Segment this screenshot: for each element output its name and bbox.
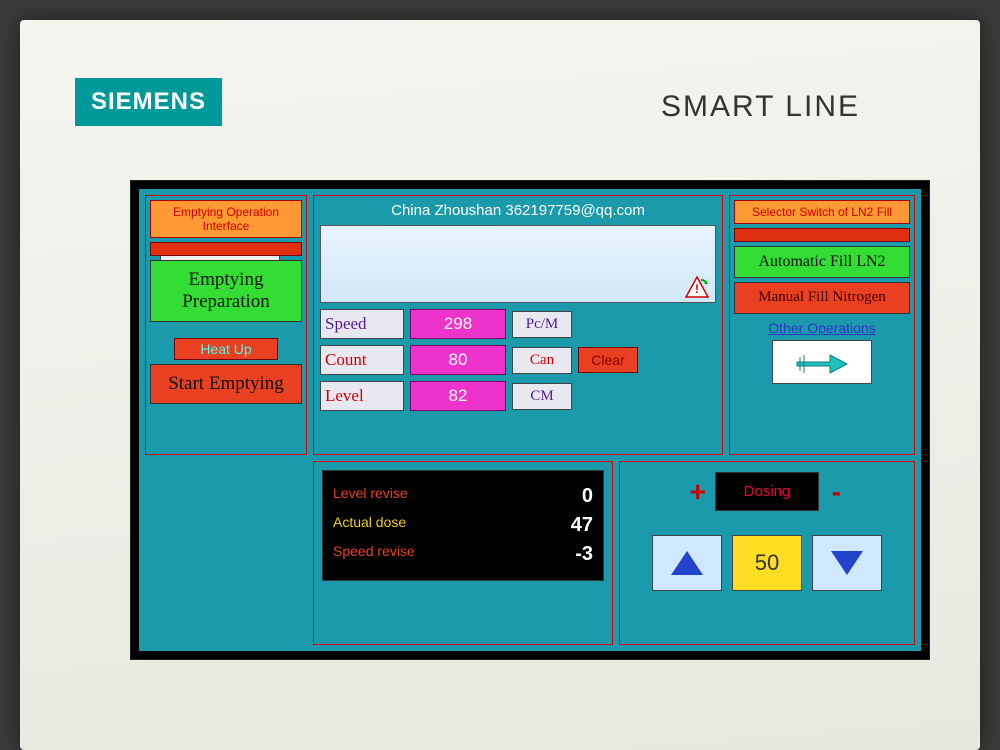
ln2-panel: Selector Switch of LN2 Fill Automatic Fi… [729, 195, 915, 455]
level-value: 82 [410, 381, 506, 411]
dosing-label: Dosing [715, 472, 820, 511]
dose-increase-button[interactable] [652, 535, 722, 591]
hmi-root: Emptying Operation Interface Emptying Pr… [139, 189, 921, 651]
actual-dose-value: 47 [543, 514, 593, 537]
count-label: Count [320, 345, 404, 375]
level-unit: CM [512, 383, 572, 410]
auto-fill-ln2-button[interactable]: Automatic Fill LN2 [734, 246, 910, 278]
dosing-panel: + Dosing - 50 [619, 461, 915, 645]
heat-up-indicator: Heat Up [174, 338, 278, 360]
start-emptying-button[interactable]: Start Emptying [150, 364, 302, 404]
alert-icon[interactable]: ! [685, 276, 709, 298]
dose-decrease-button[interactable] [812, 535, 882, 591]
status-bar-1 [150, 242, 302, 256]
product-line-label: SMART LINE [661, 90, 860, 124]
actual-dose-label: Actual dose [333, 514, 406, 537]
speed-value: 298 [410, 309, 506, 339]
count-unit: Can [512, 347, 572, 374]
ln2-section-title: Selector Switch of LN2 Fill [734, 200, 910, 224]
other-operations-group: Other Operations [734, 320, 910, 384]
level-revise-label: Level revise [333, 485, 408, 508]
touch-screen: Emptying Operation Interface Emptying Pr… [130, 180, 930, 660]
svg-text:!: ! [695, 282, 699, 296]
speed-unit: Pc/M [512, 311, 572, 338]
revise-display: Level revise 0 Actual dose 47 Speed revi… [322, 470, 604, 581]
count-value: 80 [410, 345, 506, 375]
dose-plus-icon: + [685, 476, 711, 508]
other-operations-button[interactable] [772, 340, 872, 384]
triangle-down-icon [831, 551, 863, 575]
status-panel: China Zhoushan 362197759@qq.com ! Speed … [313, 195, 723, 455]
manual-fill-nitrogen-button[interactable]: Manual Fill Nitrogen [734, 282, 910, 313]
speed-revise-value[interactable]: -3 [543, 543, 593, 566]
emptying-section-title: Emptying Operation Interface [150, 200, 302, 238]
message-area[interactable]: ! [320, 225, 716, 303]
status-bar-2 [734, 228, 910, 242]
other-operations-label: Other Operations [734, 320, 910, 336]
emptying-preparation-button[interactable]: Emptying Preparation [150, 260, 302, 322]
readings-grid: Speed 298 Pc/M Count 80 Can Clear Level … [320, 309, 716, 411]
siemens-logo: SIEMENS [75, 78, 222, 126]
contact-info: China Zhoushan 362197759@qq.com [314, 196, 722, 221]
dose-minus-icon: - [823, 476, 849, 508]
hmi-bezel: SIEMENS SMART LINE TOUCH Emptying Operat… [20, 20, 980, 750]
dose-value-display[interactable]: 50 [732, 535, 802, 591]
clear-count-button[interactable]: Clear [578, 347, 638, 373]
level-label: Level [320, 381, 404, 411]
level-revise-value[interactable]: 0 [543, 485, 593, 508]
speed-label: Speed [320, 309, 404, 339]
emptying-panel: Emptying Operation Interface Emptying Pr… [145, 195, 307, 455]
pointing-hand-icon [792, 347, 852, 377]
triangle-up-icon [671, 551, 703, 575]
revise-panel: Level revise 0 Actual dose 47 Speed revi… [313, 461, 613, 645]
speed-revise-label: Speed revise [333, 543, 415, 566]
